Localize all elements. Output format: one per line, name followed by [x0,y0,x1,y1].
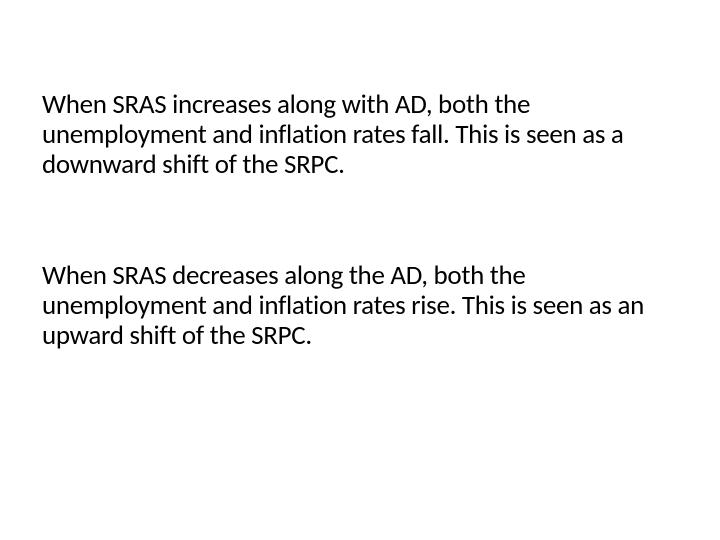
paragraph-1: When SRAS increases along with AD, both … [42,90,670,181]
slide: When SRAS increases along with AD, both … [0,0,720,540]
paragraph-2: When SRAS decreases along the AD, both t… [42,261,670,352]
